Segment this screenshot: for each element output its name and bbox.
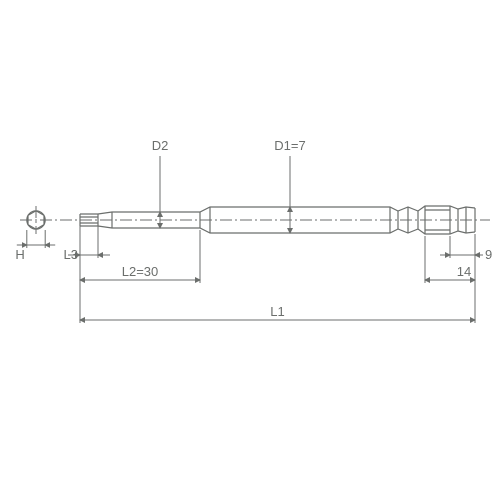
bit-outline-bottom [80, 226, 475, 234]
dim-label-D2: D2 [152, 138, 169, 153]
dim-label-L3: L3 [64, 247, 78, 262]
dim-label-H: H [15, 247, 24, 262]
technical-drawing: H L3 L2=30 L1 9 14 D2 D1=7 [0, 0, 500, 500]
dim-label-14: 14 [457, 264, 471, 279]
dim-label-L2: L2=30 [122, 264, 159, 279]
dim-label-L1: L1 [270, 304, 284, 319]
bit-outline-top [80, 206, 475, 214]
dim-label-D1: D1=7 [274, 138, 305, 153]
dim-label-9: 9 [485, 247, 492, 262]
